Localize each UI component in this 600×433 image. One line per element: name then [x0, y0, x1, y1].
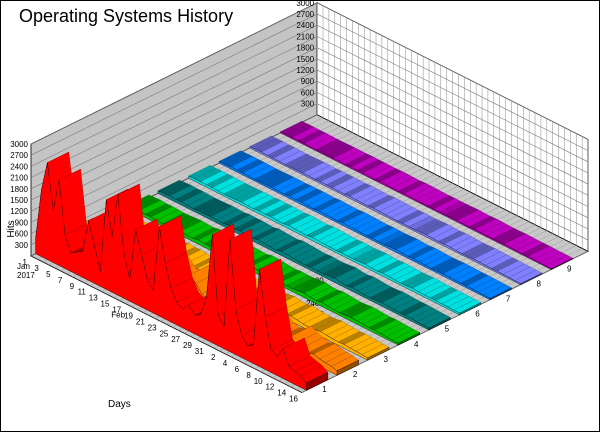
series-5-front-face [157, 190, 430, 331]
series-1-front-face [35, 162, 307, 391]
z-tick-label-back: 1200 [296, 66, 314, 75]
series-6-front-face [188, 175, 460, 316]
series-3-label: 3 [383, 355, 388, 364]
y-axis-label: Hits [6, 220, 17, 237]
x-tick-label: 14 [277, 389, 286, 398]
x-tick-label: 1 [23, 258, 28, 267]
series-3-end-cap [367, 346, 390, 361]
z-tick-label-front: 2100 [10, 174, 28, 183]
x-tick-label: 12 [265, 383, 274, 392]
series-5-label: 5 [445, 325, 450, 334]
x-tick-label: 8 [246, 371, 251, 380]
x-tick-label: 2 [211, 353, 216, 362]
z-tick-label-back: 2400 [296, 21, 314, 30]
z-tick-label-front: 900 [15, 218, 29, 227]
series-8-label: 8 [536, 279, 541, 288]
series-4-end-cap [398, 332, 420, 346]
x-tick-label: 6 [235, 365, 240, 374]
z-tick-label-back: 900 [301, 77, 315, 86]
series-5-end-cap [428, 317, 451, 331]
x-month-label: Jan [17, 262, 30, 271]
x-tick-label: 7 [58, 276, 63, 285]
x-tick-label: 4 [223, 359, 228, 368]
x-axis-label: Days [108, 399, 131, 410]
x-tick-label: 23 [148, 323, 157, 332]
x-month-label: Feb [111, 311, 125, 320]
z-tick-label-front: 600 [15, 230, 29, 239]
x-tick-label: 25 [159, 329, 168, 338]
wall-grid-line [30, 2, 589, 145]
x-tick-label: 10 [254, 377, 263, 386]
series-7-label: 7 [506, 294, 511, 303]
z-tick-label-back: 1800 [296, 44, 314, 53]
z-tick-label-front: 2400 [10, 162, 28, 171]
chart-title: Operating Systems History [19, 6, 234, 26]
series-9-end-cap [551, 257, 573, 270]
x-tick-label: 17 [112, 306, 121, 315]
series-1-label: 1 [322, 385, 327, 394]
z-tick-label-front: 2700 [10, 151, 28, 160]
z-tick-label-front: 1200 [10, 207, 28, 216]
series-4-label: 4 [414, 340, 419, 349]
series-7-end-cap [489, 287, 512, 301]
x-tick-label: 5 [46, 270, 51, 279]
x-tick-label: 27 [171, 335, 180, 344]
z-tick-label-back: 2100 [296, 32, 314, 41]
z-tick-label-right: 2400 [306, 299, 324, 308]
z-tick-label-back: 1500 [296, 55, 314, 64]
x-tick-label: 31 [195, 347, 204, 356]
z-tick-label-front: 3000 [10, 140, 28, 149]
z-tick-label-front: 300 [15, 241, 29, 250]
x-tick-label: 19 [124, 311, 133, 320]
x-tick-label: 15 [101, 300, 110, 309]
z-tick-label-front: 1800 [10, 185, 28, 194]
series-2-label: 2 [353, 370, 358, 379]
x-tick-label: 21 [136, 317, 145, 326]
z-tick-label-front: 1500 [10, 196, 28, 205]
x-tick-label: 16 [289, 395, 298, 404]
z-tick-label-back: 3000 [296, 1, 314, 8]
x-tick-label: 13 [89, 294, 98, 303]
series-8-front-face [249, 146, 521, 286]
series-2-end-cap [336, 359, 359, 376]
series-8-end-cap [520, 272, 543, 286]
z-tick-label-back: 2700 [296, 10, 314, 19]
z-tick-label-back: 600 [301, 88, 315, 97]
x-tick-label: 9 [70, 282, 75, 291]
series-1-end-cap [306, 371, 329, 391]
x-month-label: 2017 [17, 271, 35, 280]
series-6-label: 6 [475, 310, 480, 319]
series-9-front-face [280, 131, 552, 270]
series-7-front-face [218, 160, 491, 301]
x-tick-label: 11 [78, 288, 87, 297]
x-tick-label: 29 [183, 341, 192, 350]
series-9-label: 9 [567, 264, 572, 273]
z-tick-label-back: 300 [301, 100, 315, 109]
series-6-end-cap [459, 302, 482, 316]
x-tick-label: 3 [34, 264, 39, 273]
